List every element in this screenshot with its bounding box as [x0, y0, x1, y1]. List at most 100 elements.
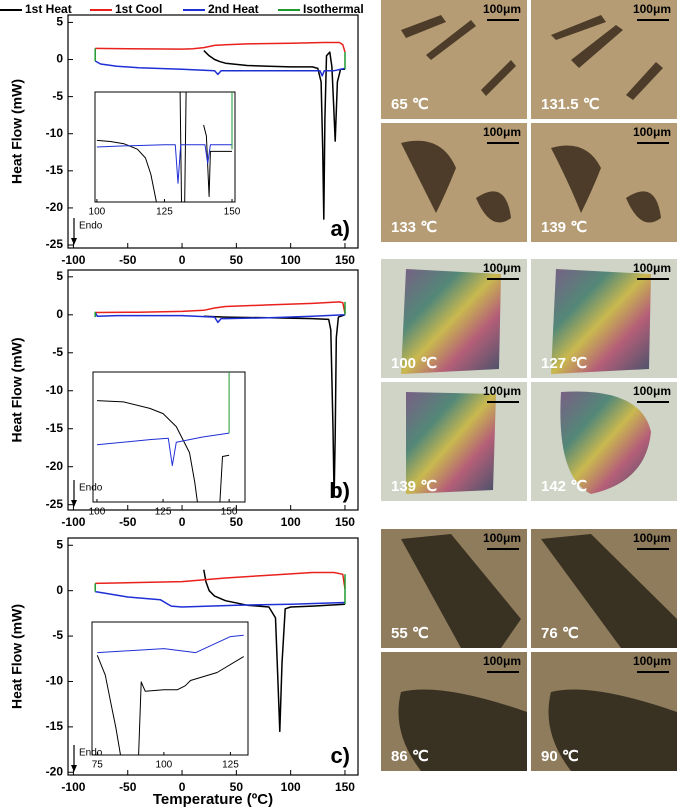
scale-label: 100μm	[633, 2, 671, 16]
crystal	[406, 392, 496, 494]
y-axis-label: Heat Flow (mW)	[9, 604, 25, 709]
crystal	[398, 689, 527, 771]
crystal	[401, 534, 521, 648]
crystal	[560, 391, 651, 494]
series-line	[96, 400, 230, 503]
x-tick-label: 0	[179, 253, 186, 267]
y-tick-label: -5	[52, 628, 63, 642]
y-tick-label: 5	[56, 15, 63, 29]
y-tick-label: -15	[46, 719, 64, 733]
plot-frame	[67, 269, 359, 511]
series-line	[96, 91, 232, 203]
y-tick-label: 5	[56, 537, 63, 551]
scale-label: 100μm	[483, 261, 521, 275]
y-tick-label: -15	[46, 163, 64, 177]
temperature-label: 142 ℃	[541, 478, 587, 495]
temperature-label: 139 ℃	[541, 219, 587, 236]
y-tick-label: -10	[46, 674, 64, 688]
series-line	[96, 655, 244, 756]
scale-label: 100μm	[633, 654, 671, 668]
x-tick-label: -50	[119, 515, 137, 529]
x-tick-label: 150	[335, 780, 355, 794]
scale-label: 100μm	[483, 2, 521, 16]
x-tick-label: -50	[119, 780, 137, 794]
series-line	[97, 634, 244, 654]
y-tick-label: -10	[46, 126, 64, 140]
y-tick-label: -20	[46, 764, 64, 778]
x-tick-label: 0	[179, 515, 186, 529]
temperature-label: 127 ℃	[541, 355, 587, 372]
x-tick-label: 125	[155, 507, 172, 518]
legend-label: Isothermal	[303, 2, 364, 16]
y-tick-label: -10	[46, 383, 64, 397]
x-tick-label: 125	[222, 760, 239, 771]
series-line	[94, 60, 346, 77]
y-tick-label: -15	[46, 421, 64, 435]
panel-label: a)	[330, 216, 350, 241]
legend-label: 1st Heat	[25, 2, 72, 16]
plot-frame	[67, 14, 359, 249]
x-tick-label: 0	[179, 780, 186, 794]
y-axis-label: Heat Flow (mW)	[9, 79, 25, 184]
temperature-label: 133 ℃	[391, 219, 437, 236]
scale-label: 100μm	[633, 531, 671, 545]
y-tick-label: 0	[56, 52, 63, 66]
x-tick-label: 100	[89, 207, 106, 218]
series-line	[203, 569, 346, 733]
y-tick-label: 0	[56, 583, 63, 597]
x-tick-label: 50	[230, 253, 244, 267]
crystal	[551, 15, 663, 100]
x-tick-label: 150	[335, 515, 355, 529]
endo-arrowhead	[71, 238, 77, 245]
x-tick-label: 75	[92, 760, 104, 771]
x-tick-label: 50	[230, 780, 244, 794]
series-line	[95, 571, 346, 590]
temperature-label: 55 ℃	[391, 625, 429, 642]
temperature-label: 131.5 ℃	[541, 96, 600, 113]
crystal	[401, 269, 501, 374]
crystal	[401, 15, 516, 96]
series-line	[96, 432, 230, 467]
x-axis-label: Temperature (ºC)	[153, 791, 273, 808]
endo-label: Endo	[79, 483, 103, 494]
scale-label: 100μm	[633, 261, 671, 275]
endo-arrowhead	[71, 500, 77, 507]
x-tick-label: 150	[335, 253, 355, 267]
y-tick-label: -25	[46, 237, 64, 251]
legend-label: 2nd Heat	[208, 2, 259, 16]
panel-label: c)	[330, 743, 350, 768]
x-tick-label: 100	[89, 507, 106, 518]
temperature-label: 90 ℃	[541, 748, 579, 765]
inset-frame	[94, 91, 236, 203]
y-tick-label: -25	[46, 497, 64, 511]
series-line	[94, 312, 346, 324]
x-tick-label: -100	[61, 253, 85, 267]
x-tick-label: -100	[61, 515, 85, 529]
endo-arrowhead	[71, 765, 77, 772]
series-line	[95, 590, 346, 608]
crystal	[401, 140, 511, 223]
temperature-label: 76 ℃	[541, 625, 579, 642]
series-line	[203, 314, 346, 498]
series-line	[94, 301, 346, 318]
endo-label: Endo	[79, 748, 103, 759]
y-tick-label: -20	[46, 200, 64, 214]
scale-label: 100μm	[483, 125, 521, 139]
inset-frame	[91, 621, 249, 756]
temperature-label: 139 ℃	[391, 478, 437, 495]
scale-label: 100μm	[483, 531, 521, 545]
scale-label: 100μm	[483, 384, 521, 398]
y-tick-label: -5	[52, 345, 63, 359]
panel-label: b)	[329, 478, 350, 503]
x-tick-label: 150	[224, 207, 241, 218]
x-tick-label: 50	[230, 515, 244, 529]
series-line	[94, 48, 346, 70]
y-tick-label: 5	[56, 269, 63, 283]
x-tick-label: 125	[156, 207, 173, 218]
crystal	[541, 534, 677, 648]
x-tick-label: -100	[61, 780, 85, 794]
temperature-label: 65 ℃	[391, 96, 429, 113]
x-tick-label: 100	[281, 253, 301, 267]
